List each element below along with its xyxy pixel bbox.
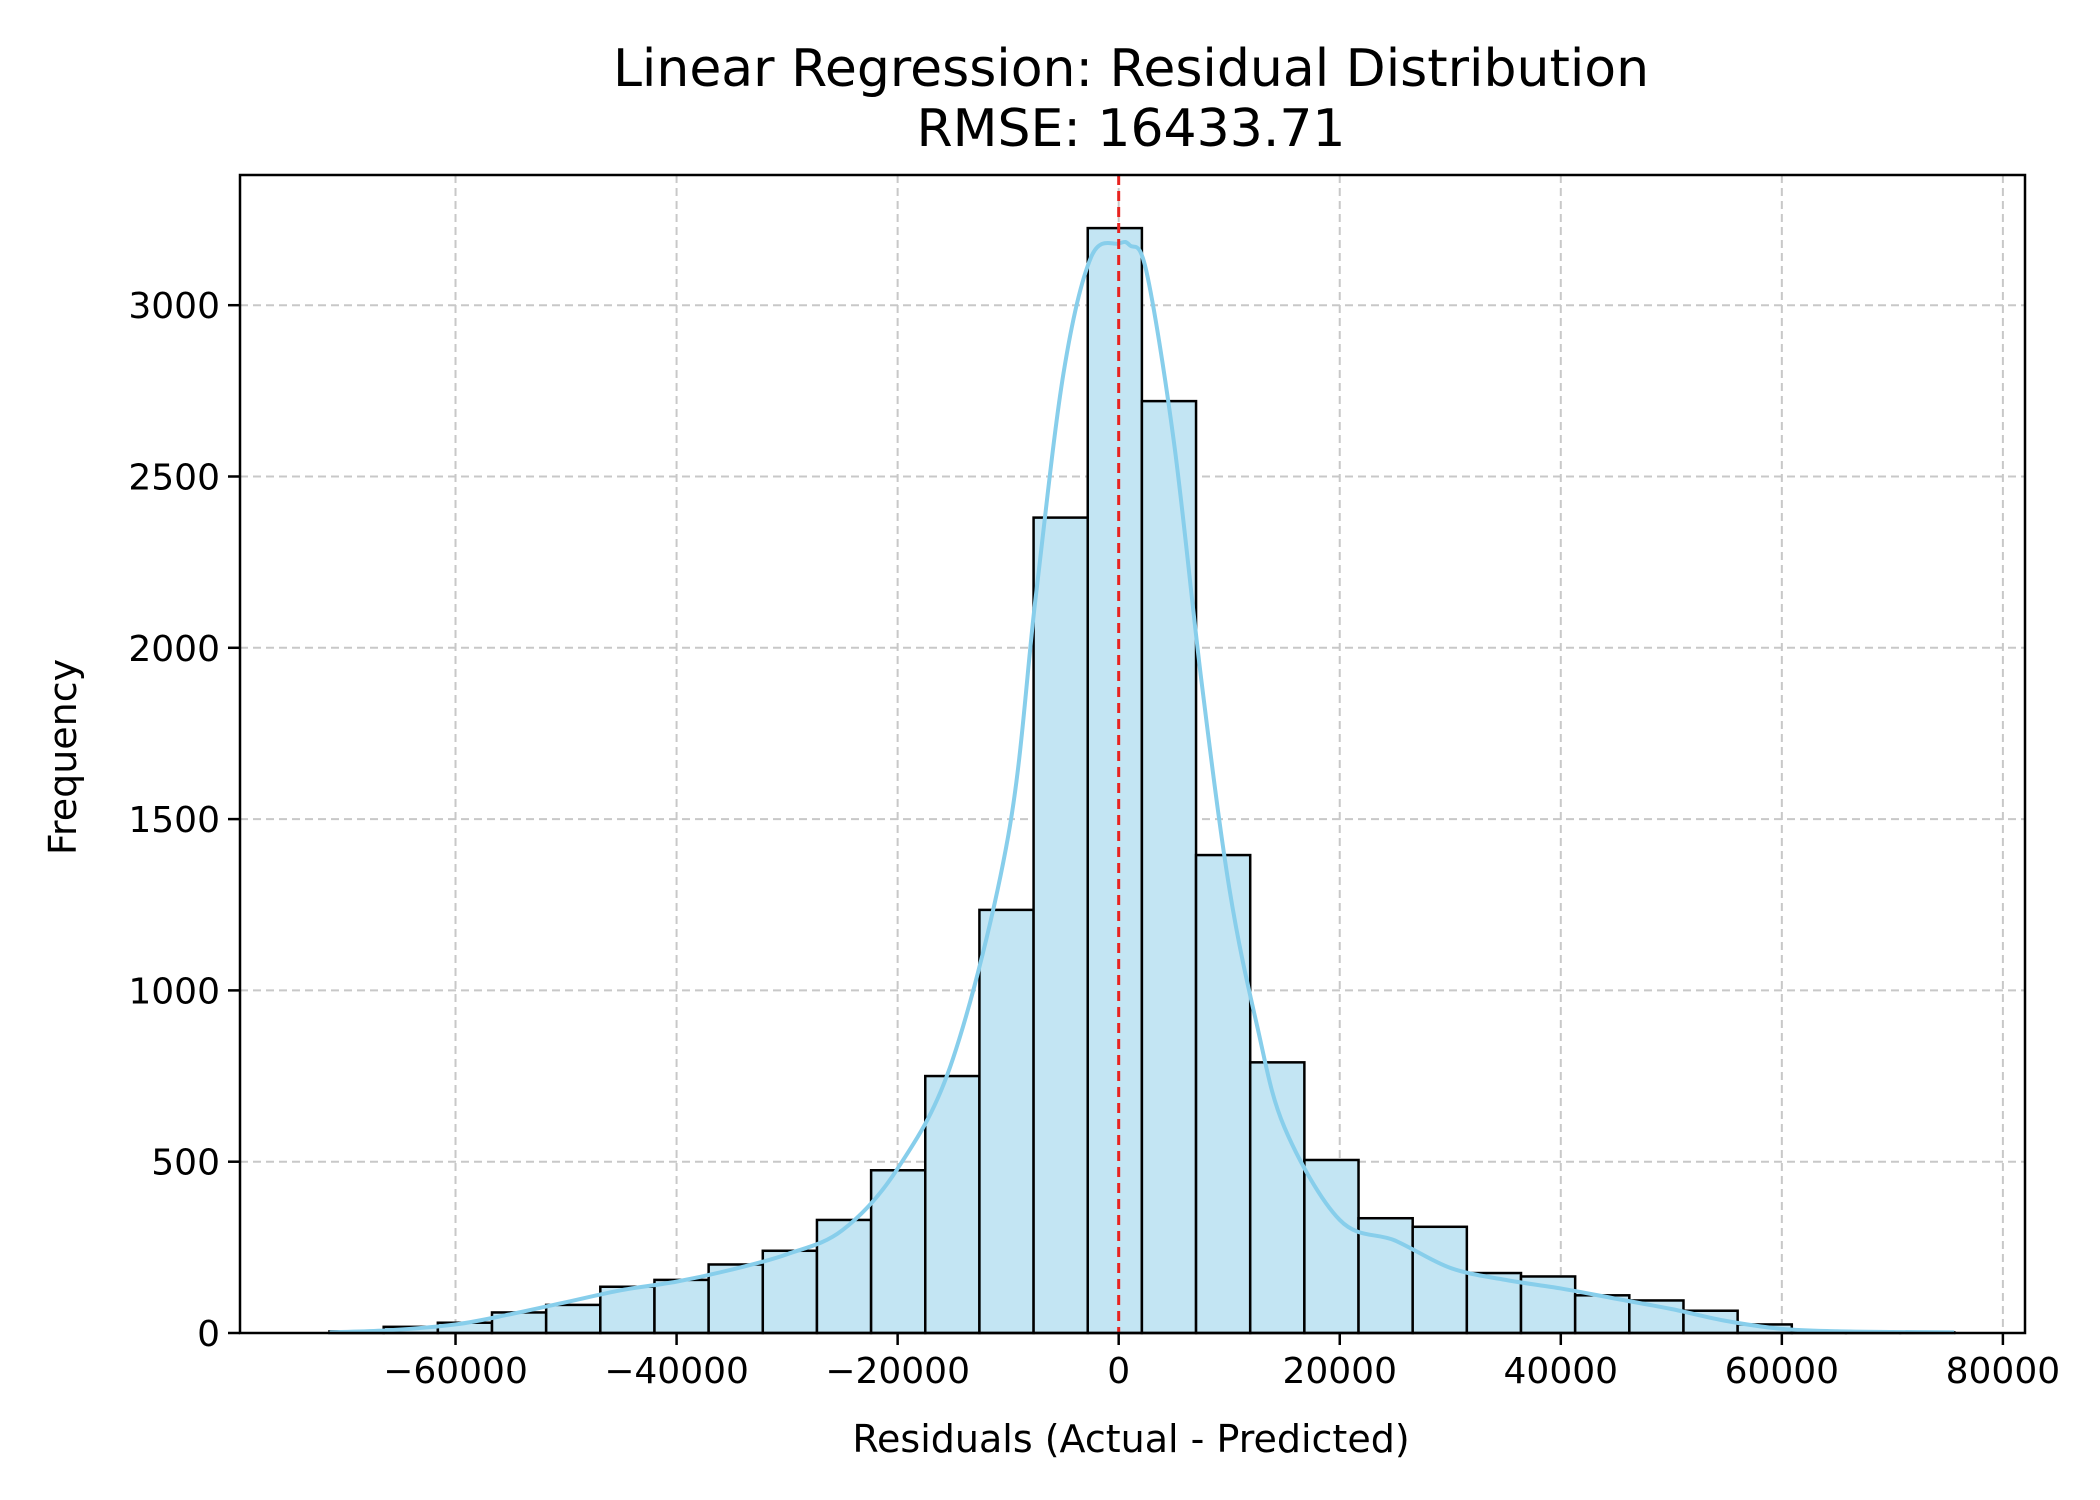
y-tick-label: 500 [151, 1143, 220, 1184]
x-axis-ticks: −60000 −40000 −20000 0 20000 40000 60000 80000 [383, 1333, 2060, 1392]
histogram-bar [653, 1278, 710, 1335]
histogram-bar [761, 1249, 819, 1335]
x-tick-label: 0 [1107, 1351, 1130, 1392]
plot-area-frame [238, 173, 2027, 1335]
y-tick-label: 1000 [128, 971, 220, 1012]
y-tick-label: 2500 [128, 457, 220, 498]
histogram-bar [869, 1169, 927, 1335]
y-axis-ticks: 0 500 1000 1500 2000 2500 3000 [128, 286, 240, 1355]
histogram-bar [924, 1074, 981, 1335]
x-tick-label: −60000 [383, 1351, 528, 1392]
y-tick-label: 2000 [128, 629, 220, 670]
histogram-bar [1140, 399, 1198, 1335]
kde-curve [329, 239, 1955, 1335]
kde-curve-layer [329, 239, 1955, 1335]
histogram-bar [1411, 1225, 1469, 1335]
histogram-bar [815, 1218, 873, 1335]
histogram-bars [328, 226, 1956, 1335]
x-tick-label: 40000 [1504, 1351, 1619, 1392]
histogram-bar [1032, 516, 1089, 1335]
y-tick-label: 1500 [128, 800, 220, 841]
histogram-bar [1086, 226, 1144, 1335]
chart-title: Linear Regression: Residual Distribution [613, 39, 1649, 99]
x-tick-label: −20000 [825, 1351, 970, 1392]
x-tick-label: 20000 [1282, 1351, 1397, 1392]
x-tick-label: −40000 [604, 1351, 749, 1392]
y-tick-label: 0 [197, 1314, 220, 1355]
y-tick-label: 3000 [128, 286, 220, 327]
chart-subtitle: RMSE: 16433.71 [916, 99, 1345, 159]
histogram-bar [1194, 853, 1252, 1335]
histogram-bar [544, 1303, 602, 1335]
histogram-bar [978, 908, 1035, 1335]
x-axis-label: Residuals (Actual - Predicted) [852, 1417, 1409, 1461]
y-axis-label: Frequency [41, 659, 85, 855]
x-tick-label: 60000 [1725, 1351, 1840, 1392]
x-tick-label: 80000 [1946, 1351, 2061, 1392]
